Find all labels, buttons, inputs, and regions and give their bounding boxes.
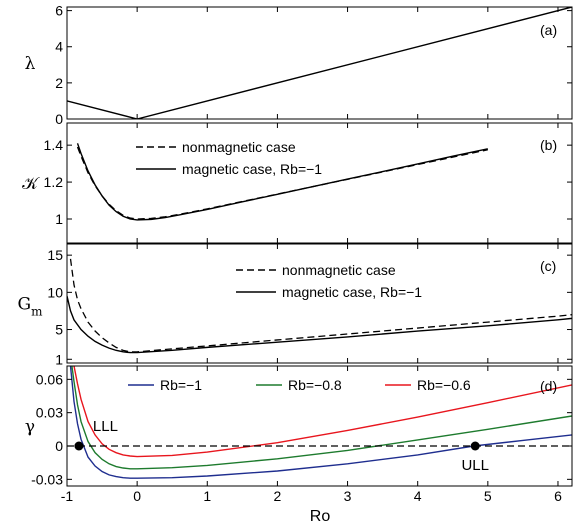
xtick-label: 5 <box>484 488 492 504</box>
annotation-lll: LLL <box>93 418 118 435</box>
ytick-label: 10 <box>47 284 63 300</box>
ytick-label: 5 <box>55 322 63 338</box>
xtick-label: 3 <box>344 488 352 504</box>
panel-a: 0 2 4 6 λ (a) <box>25 3 573 127</box>
legend-label: Rb=−0.6 <box>417 377 471 393</box>
legend-label: nonmagnetic case <box>182 139 296 155</box>
series-line-rb-0-6 <box>73 366 572 458</box>
panel-tag: (b) <box>540 137 557 153</box>
panel-b: 1 1.2 1.4 𝒦 (b) nonmagnetic case magnetic case… <box>22 122 573 244</box>
legend-label: nonmagnetic case <box>282 262 396 278</box>
ytick-label: 4 <box>55 39 63 55</box>
y-axis-label: 𝒦 <box>22 174 40 194</box>
ytick-label: 15 <box>47 247 63 263</box>
xtick-label: -1 <box>61 488 74 504</box>
ytick-label: 0.06 <box>36 371 63 387</box>
ytick-label: 2 <box>55 75 63 91</box>
xtick-label: 0 <box>133 488 141 504</box>
legend-label: magnetic case, Rb=−1 <box>182 161 322 177</box>
ytick-label: 1 <box>55 351 63 367</box>
series-line-magnetic-case-rb-1 <box>76 143 488 221</box>
xtick-label: 2 <box>274 488 282 504</box>
marker-point <box>74 441 84 451</box>
series-line-reference <box>67 7 572 119</box>
ytick-label: 1.4 <box>44 137 64 153</box>
ytick-label: 0 <box>55 111 63 127</box>
x-axis-label: Ro <box>310 508 331 524</box>
ytick-label: 6 <box>55 3 63 19</box>
panel-tag: (a) <box>540 22 557 38</box>
y-axis-label: λ <box>25 54 36 74</box>
panel-tag: (d) <box>540 378 557 394</box>
legend-label: Rb=−0.8 <box>288 377 342 393</box>
axes-frame <box>66 122 573 244</box>
marker-point <box>470 441 480 451</box>
y-axis-label: γ <box>25 417 35 437</box>
panel-tag: (c) <box>540 258 556 274</box>
y-axis-label: Gm <box>18 295 44 319</box>
xtick-label: 1 <box>203 488 211 504</box>
axes-frame <box>66 365 573 487</box>
y-axis-label-subscript: m <box>31 305 43 319</box>
xtick-label: 4 <box>414 488 422 504</box>
series-line-nonmagnetic-case <box>69 258 572 353</box>
xtick-label: 6 <box>554 488 562 504</box>
series-line-magnetic-case-rb-1 <box>67 295 572 354</box>
panel-d: -0.03 0 0.03 0.06 -1 0 1 2 3 4 5 6 γ (d) Rb=−1 Rb=−0.8 R… <box>25 365 573 504</box>
ytick-label: 1 <box>55 211 63 227</box>
annotation-ull: ULL <box>461 457 489 474</box>
ytick-label: 0.03 <box>36 405 63 421</box>
series-line-rb-1 <box>69 366 572 479</box>
ytick-label: -0.03 <box>31 471 63 487</box>
series-line-rb-0-8 <box>71 366 572 470</box>
legend-label: magnetic case, Rb=−1 <box>282 284 422 300</box>
legend-label: Rb=−1 <box>160 377 202 393</box>
ytick-label: 1.2 <box>44 174 64 190</box>
axes-frame <box>66 6 573 120</box>
series-line-nonmagnetic-case <box>76 146 488 220</box>
ytick-label: 0 <box>55 438 63 454</box>
axes-frame <box>66 243 573 364</box>
